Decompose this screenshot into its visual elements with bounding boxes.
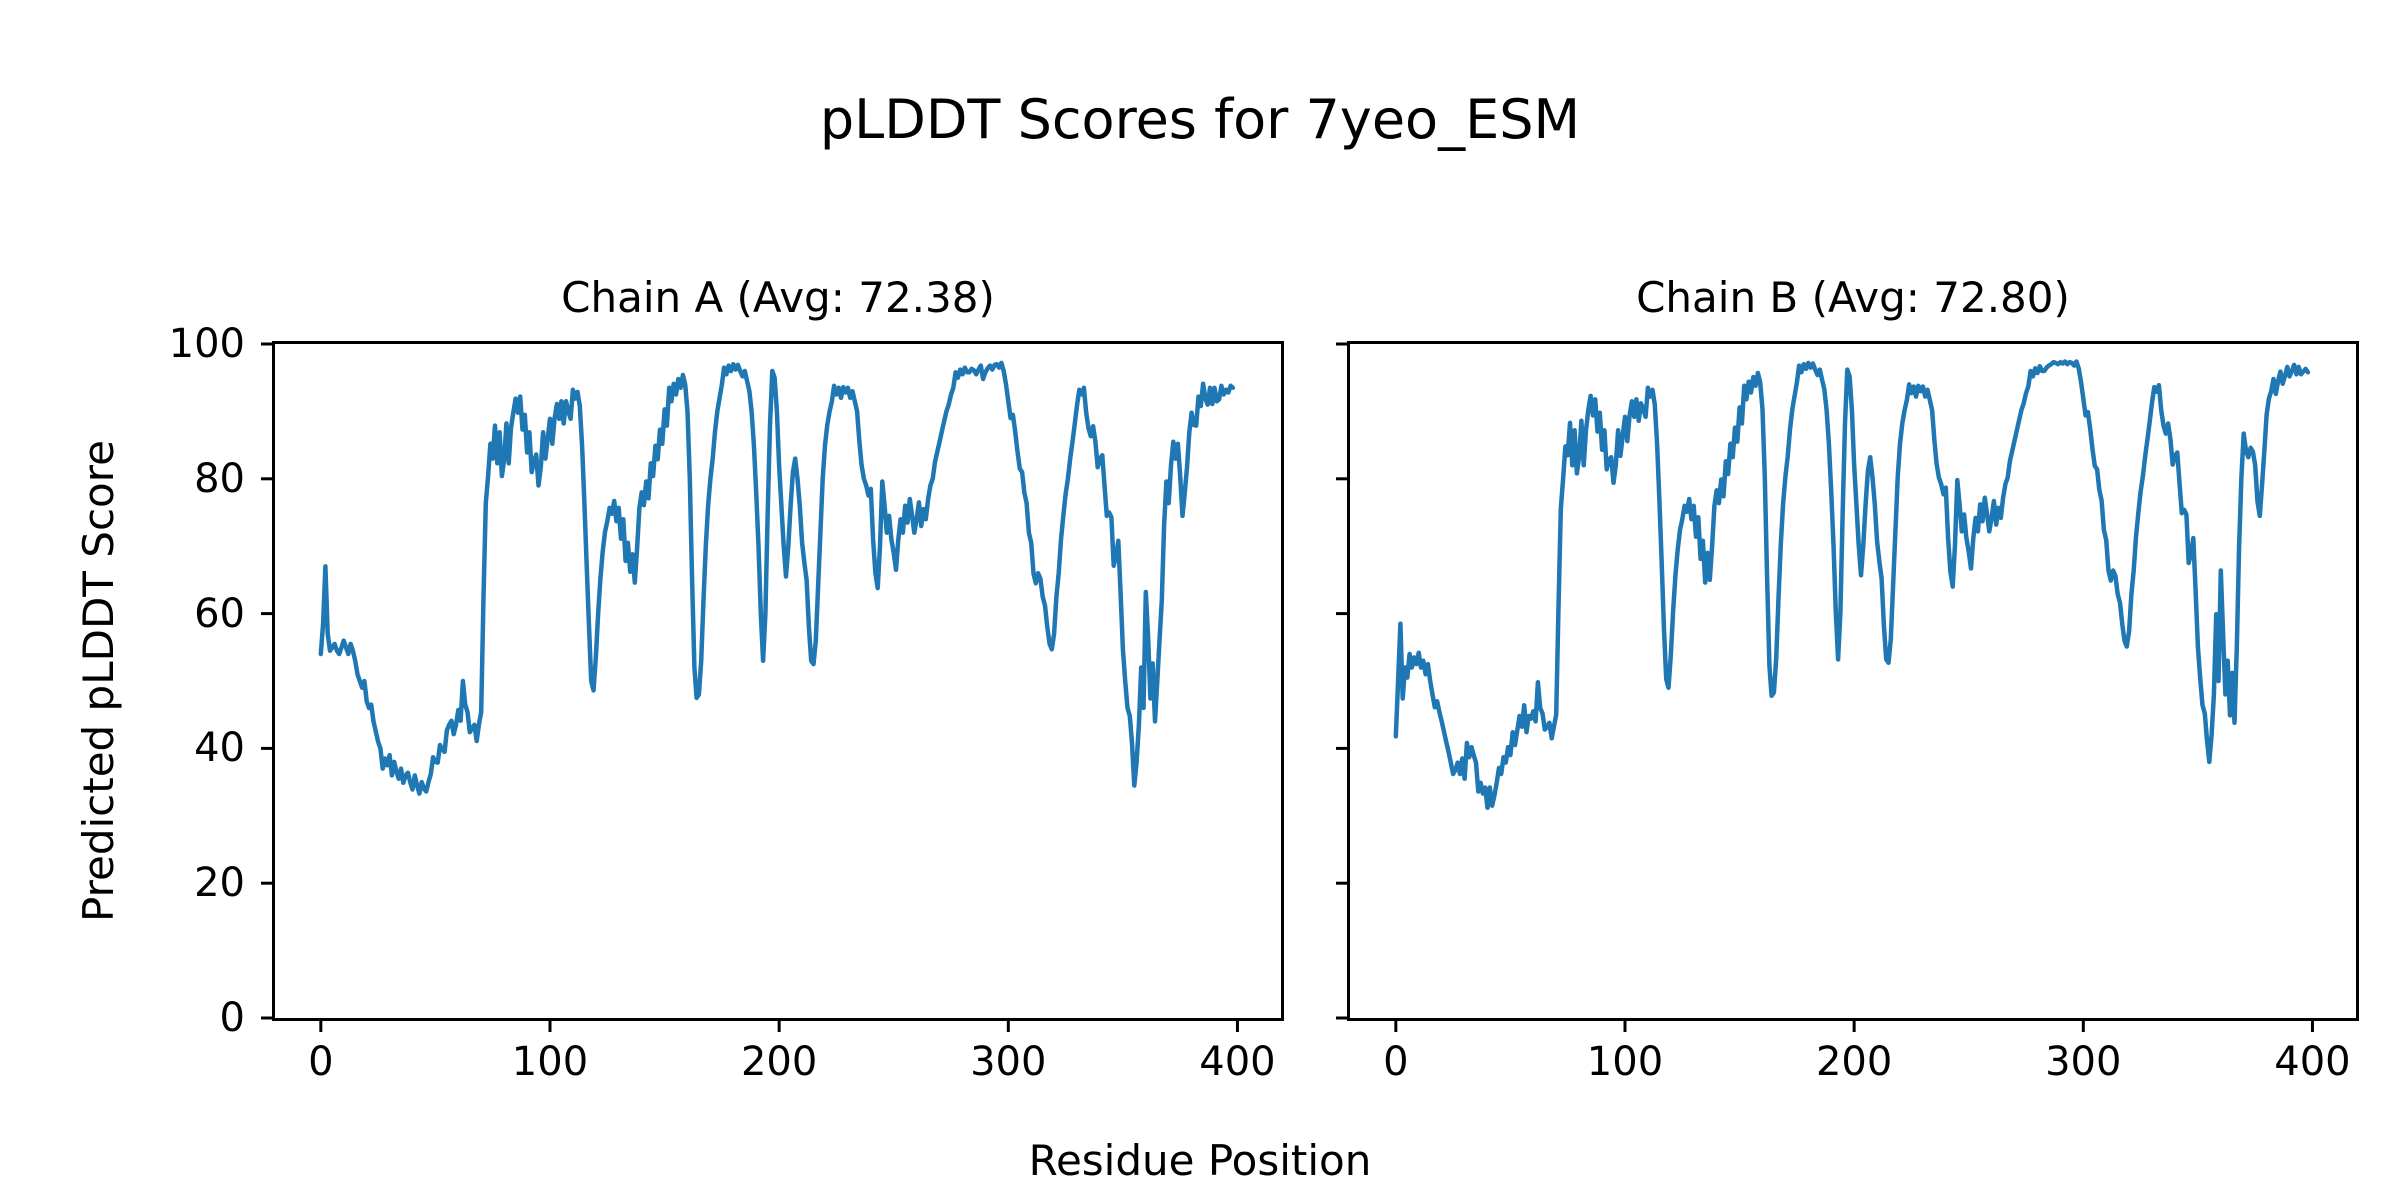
- plot-canvas: [1336, 342, 2314, 1032]
- y-tick-label: 20: [194, 860, 245, 907]
- y-tick-label: 40: [194, 725, 245, 772]
- y-tick-label: 80: [194, 455, 245, 502]
- figure-title: pLDDT Scores for 7yeo_ESM: [819, 88, 1581, 151]
- plddt-line-chain-a: [318, 360, 1236, 796]
- x-tick-label: 400: [2274, 1039, 2351, 1085]
- x-tick-label: 400: [1199, 1039, 1276, 1085]
- y-tick-label: 0: [219, 995, 245, 1041]
- x-tick-label: 200: [740, 1039, 818, 1085]
- chain-a-plot: 0 100 200 300 400 0 20 40 60 80 100: [169, 322, 1284, 1084]
- x-tick-label: 300: [970, 1039, 1047, 1085]
- chain-b-plot: 0 100 200 300 400: [1336, 341, 2359, 1084]
- chain-b-subplot-title: Chain B (Avg: 72.80): [1636, 273, 2070, 322]
- y-axis-label: Predicted pLDDT Score: [74, 440, 123, 922]
- x-tick-label: 100: [511, 1039, 589, 1085]
- x-tick-label: 0: [308, 1039, 334, 1085]
- chain-a-subplot-title: Chain A (Avg: 72.38): [561, 273, 995, 322]
- x-tick-label: 100: [1586, 1039, 1664, 1085]
- y-tick-label: 60: [194, 590, 245, 637]
- y-tick-label: 100: [168, 321, 245, 367]
- x-tick-label: 0: [1383, 1039, 1409, 1085]
- x-tick-label: 200: [1815, 1039, 1893, 1085]
- plot-canvas: [261, 342, 1239, 1032]
- x-axis-label: Residue Position: [1028, 1136, 1372, 1185]
- plddt-line-chain-b: [1393, 359, 2311, 810]
- x-tick-label: 300: [2045, 1039, 2122, 1085]
